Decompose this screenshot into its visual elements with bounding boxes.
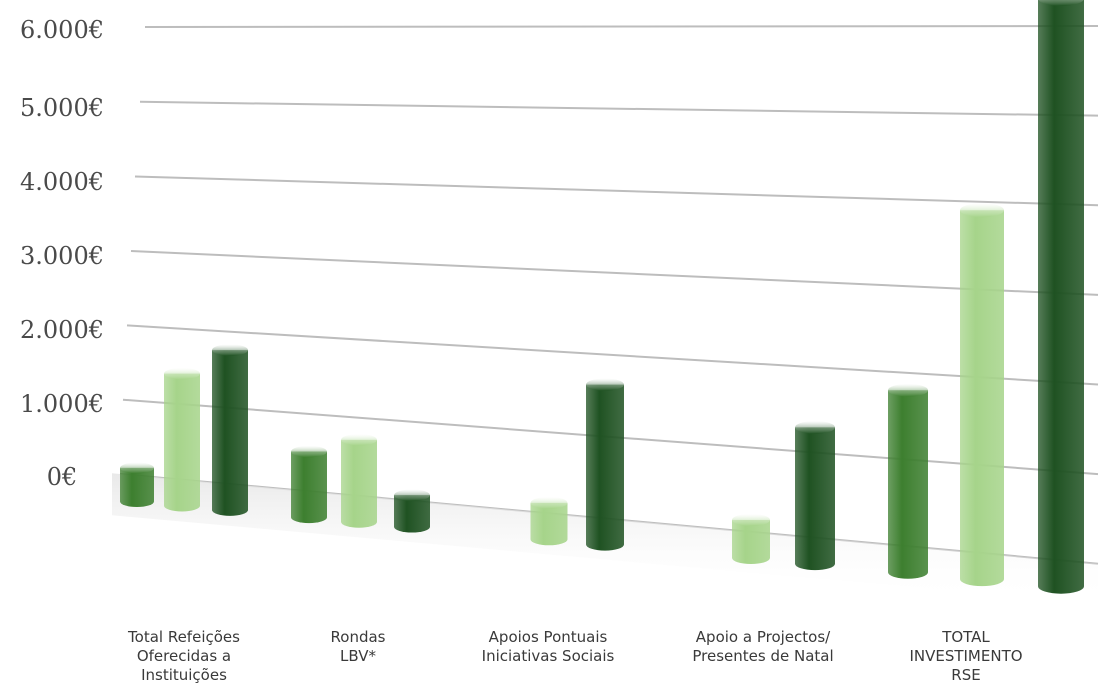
bar-body	[795, 427, 835, 571]
bar-body	[341, 439, 377, 528]
bar	[530, 496, 568, 546]
y-tick-label: 1.000€	[20, 390, 104, 418]
bar-cap	[586, 378, 624, 391]
gridline	[130, 249, 1099, 296]
bar	[586, 378, 624, 551]
y-tick-label: 3.000€	[20, 242, 104, 270]
y-tick-label: 6.000€	[20, 16, 104, 44]
x-category-label: TOTAL INVESTIMENTO RSE	[909, 628, 1022, 684]
bar-cap	[341, 434, 377, 446]
bar-cap	[795, 420, 835, 434]
bar-body	[960, 210, 1004, 587]
bar-cap	[291, 445, 327, 458]
x-category-line: RSE	[951, 666, 980, 684]
bar	[164, 367, 200, 512]
bar-cap	[212, 344, 248, 356]
x-category-line: LBV*	[340, 647, 376, 665]
x-category-line: Presentes de Natal	[692, 647, 833, 665]
x-category-line: INVESTIMENTO	[909, 647, 1022, 665]
gridline	[126, 324, 1099, 386]
bar-body	[586, 384, 624, 551]
bar-body	[394, 495, 430, 533]
gridline	[139, 100, 1099, 117]
x-category-line: Rondas	[331, 628, 386, 646]
y-tick-label: 4.000€	[20, 168, 104, 196]
bar	[394, 489, 430, 533]
bar-cap	[530, 496, 568, 509]
x-category-line: Oferecidas a	[137, 647, 231, 665]
bar-body	[212, 350, 248, 516]
bar-body	[120, 467, 154, 507]
bar-cap	[394, 489, 430, 501]
bar-body	[732, 519, 770, 564]
bar-cap	[164, 367, 200, 380]
gridlines	[119, 24, 1099, 565]
gridline	[134, 175, 1099, 207]
x-category-label: Apoio a Projectos/Presentes de Natal	[692, 628, 833, 665]
x-axis: Total Refeições Oferecidas a Instituições R…	[127, 628, 1023, 684]
bar-cap	[120, 462, 154, 474]
bar-body	[888, 390, 928, 579]
bar	[795, 420, 835, 571]
bar	[960, 203, 1004, 587]
x-category-label: Apoios Pontuais Iniciativas Sociais	[482, 628, 615, 665]
bar-body	[291, 451, 327, 524]
x-category-line: Total Refeições	[127, 628, 240, 646]
bar-cap	[1038, 0, 1084, 6]
bars	[120, 0, 1084, 594]
bar	[341, 434, 377, 528]
y-tick-label: 0€	[47, 463, 78, 491]
bar-body	[164, 373, 200, 512]
bar	[732, 513, 770, 564]
gridline	[144, 24, 1099, 28]
bar	[212, 344, 248, 516]
x-category-line: Iniciativas Sociais	[482, 647, 615, 665]
bar	[888, 383, 928, 579]
bar	[1038, 0, 1084, 594]
x-category-label: Total Refeições Oferecidas a Instituições	[127, 628, 240, 684]
x-category-label: Rondas LBV*	[331, 628, 386, 665]
y-tick-label: 2.000€	[20, 316, 104, 344]
x-category-line: Apoios Pontuais	[489, 628, 608, 646]
bar-cap	[732, 513, 770, 527]
x-category-line: Instituições	[141, 666, 227, 684]
bar-cap	[888, 383, 928, 397]
x-category-line: Apoio a Projectos/	[696, 628, 831, 646]
bar	[291, 445, 327, 524]
bar	[120, 462, 154, 507]
bar-cap	[960, 203, 1004, 218]
bar-body	[530, 502, 568, 546]
y-tick-label: 5.000€	[20, 94, 104, 122]
bar-body	[1038, 0, 1084, 594]
x-category-line: TOTAL	[941, 628, 990, 646]
y-axis: 0€ 1.000€ 2.000€ 3.000€ 4.000€ 5.000€ 6.000€	[20, 16, 104, 491]
